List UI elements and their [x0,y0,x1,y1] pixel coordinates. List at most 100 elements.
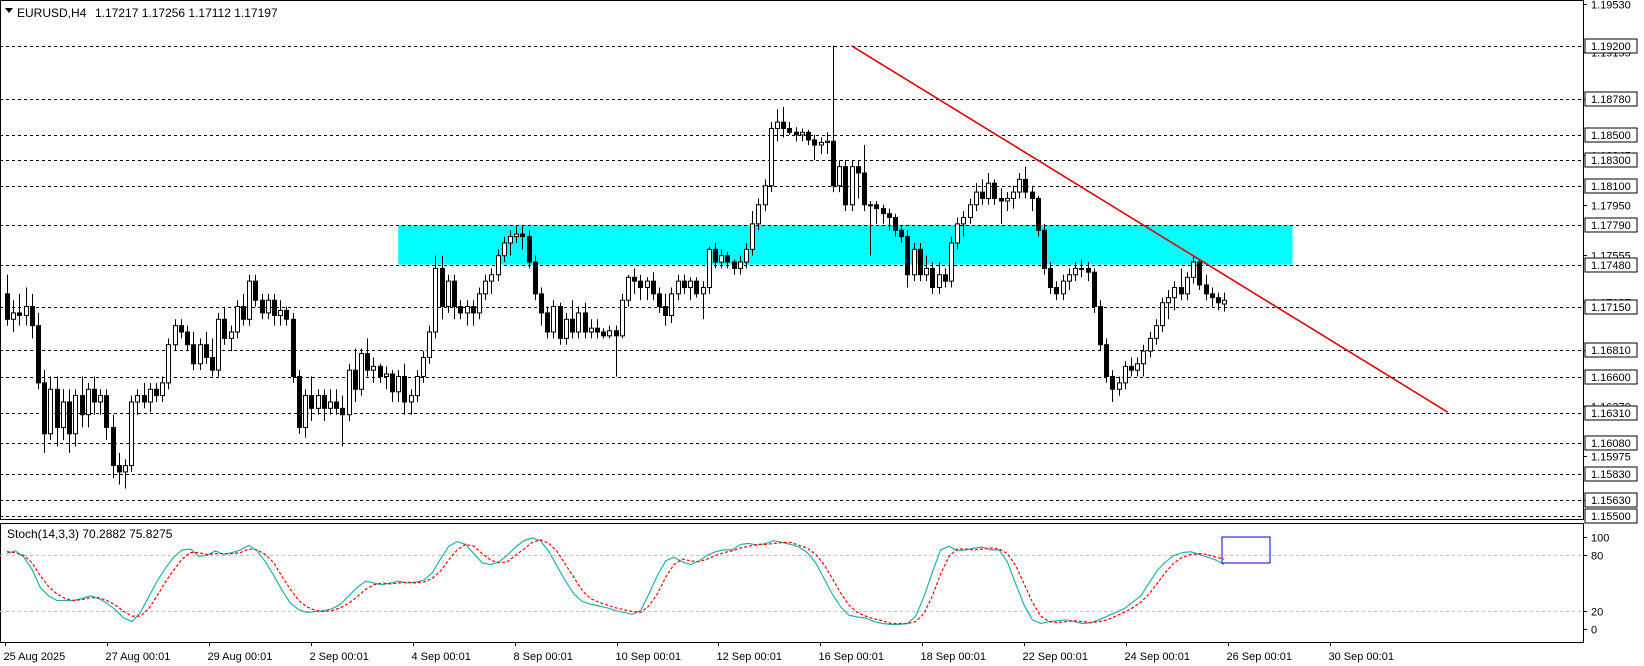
candle [80,376,85,428]
candle [769,122,774,193]
candle [402,363,407,415]
level-price-label: 1.17150 [1584,299,1638,315]
candle-body-bull [1141,350,1146,365]
candle [142,382,147,409]
candle [17,293,22,326]
candle-body-bull [738,261,743,269]
candle-body-bear [353,369,358,390]
candle [725,251,730,269]
candle-body-bull [937,274,942,288]
time-tick-label: 18 Sep 00:01 [921,651,986,663]
candle [837,160,842,193]
candle-body-bull [1148,337,1153,352]
candle-body-bull [129,401,134,467]
candle [756,198,761,231]
candle-body-bull [974,191,979,206]
candle [1166,290,1171,320]
candle [328,389,333,415]
level-price-label-box [1584,435,1638,451]
candle-body-bear [452,280,457,308]
candle-body-bull [763,185,768,206]
candle-body-bear [1030,191,1035,199]
candle [520,226,525,250]
candle [682,274,687,294]
candle-body-bull [688,280,693,288]
candle [1042,223,1047,275]
candle-body-bull [1166,297,1171,304]
candle-body-bear [1086,267,1091,273]
candle-body-bear [862,172,867,206]
time-tick-label: 16 Sep 00:01 [819,651,884,663]
candle [508,230,513,256]
level-price-label-box [1584,217,1638,233]
candle [303,389,308,438]
candle [384,366,389,390]
candle-body-bull [247,280,252,320]
candle [669,287,674,324]
candle-body-bull [744,248,749,263]
price-axis[interactable]: 1.195301.191551.187801.183451.179501.175… [1583,0,1638,524]
candle [241,293,246,326]
candle-body-bear [185,331,190,346]
candle [968,198,973,224]
level-price-label: 1.18100 [1584,178,1638,194]
candle-body-bull [756,204,761,225]
candle [986,173,991,205]
candle-body-bull [278,309,283,316]
candle-body-bear [402,376,407,403]
candle [427,325,432,364]
candle-body-bull [148,388,153,403]
time-axis[interactable]: 25 Aug 2025 27 Aug 00:01 29 Aug 00:01 2 Sep… [4,642,1394,663]
candle-body-bear [260,299,265,314]
level-price-label-text: 1.16080 [1591,438,1631,450]
candle [1023,166,1028,199]
candle [1079,259,1084,278]
candle [1110,370,1115,402]
candle-body-bear [179,325,184,333]
candle [415,370,420,402]
candle-body-bull [483,280,488,295]
main-pane[interactable] [0,0,1584,520]
candle-body-bear [831,140,836,187]
zone-rectangle [398,225,1293,265]
candle [1185,272,1190,301]
candle-body-bull [924,267,929,276]
level-price-label-text: 1.18300 [1591,155,1631,167]
dropdown-triangle-icon[interactable] [5,8,13,13]
level-price-label-text: 1.17790 [1591,220,1631,232]
candle-body-bear [893,217,898,231]
candle-body-bear [545,312,550,333]
level-price-label-box [1584,38,1638,54]
candle-body-bull [198,344,203,365]
candle-body-bull [24,306,29,316]
candle [812,134,817,161]
time-tick-label: 2 Sep 00:01 [310,651,369,663]
trendline[interactable] [851,45,1449,413]
candle [831,45,836,193]
candle-body-bull [409,395,414,403]
candle-body-bull [701,286,706,295]
candle [688,277,693,301]
candle [1129,357,1134,377]
candle [881,204,886,224]
candle [1204,274,1209,301]
level-price-label-box [1584,91,1638,107]
candle-body-bull [1011,191,1016,199]
stoch-pane[interactable] [0,523,1584,643]
level-price-label: 1.15830 [1584,466,1638,482]
candle [924,255,929,282]
candle [999,188,1004,224]
candle [719,249,724,269]
level-price-label: 1.16810 [1584,342,1638,358]
candle-body-bull [645,280,650,288]
stoch-tick-label: 80 [1591,551,1603,563]
candle [160,376,165,402]
candle-body-bear [365,353,370,371]
time-tick-label: 12 Sep 00:01 [717,651,782,663]
level-price-label: 1.19200 [1584,38,1638,54]
candle [645,277,650,301]
candle-body-bull [626,276,631,301]
stoch-marker-box [1221,536,1271,564]
time-tick-label: 10 Sep 00:01 [616,651,681,663]
